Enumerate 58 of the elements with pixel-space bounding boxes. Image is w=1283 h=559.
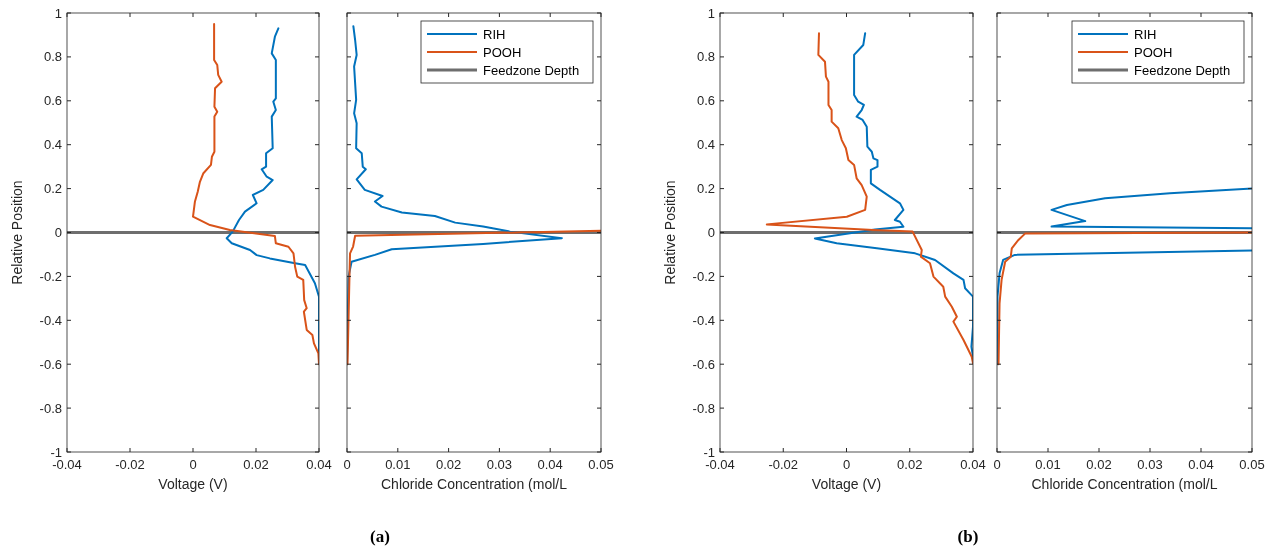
y-tick-label: -0.4 <box>692 312 715 328</box>
y-tick-label: 0.2 <box>43 181 62 197</box>
x-tick-label: 0.01 <box>1035 457 1061 472</box>
x-tick-label: 0.02 <box>1086 457 1112 472</box>
x-axis-title: Voltage (V) <box>811 476 882 492</box>
y-tick-label: -0.4 <box>39 312 62 328</box>
legend-label: POOH <box>483 44 522 60</box>
legend-label: Feedzone Depth <box>1134 62 1231 78</box>
x-tick-label: -0.04 <box>52 457 82 472</box>
y-tick-label: 0.6 <box>43 93 62 109</box>
x-tick-label: 0 <box>993 457 1001 472</box>
y-axis-title: Relative Position <box>662 180 678 285</box>
x-tick-label: 0.04 <box>537 457 563 472</box>
y-tick-label: 1 <box>54 5 62 21</box>
legend-label: POOH <box>1134 44 1173 60</box>
y-tick-label: -0.2 <box>39 268 62 284</box>
y-tick-label: -0.2 <box>692 268 715 284</box>
x-axis-title: Chloride Concentration (mol/L <box>381 476 568 492</box>
y-tick-label: -0.8 <box>692 400 715 416</box>
x-tick-label: 0.02 <box>435 457 462 472</box>
text: (b) <box>957 527 979 546</box>
text: (a) <box>370 527 390 546</box>
x-tick-label: 0.02 <box>897 457 923 472</box>
x-tick-label: 0 <box>189 457 197 472</box>
x-tick-label: 0.03 <box>1137 457 1163 472</box>
x-axis-title: Voltage (V) <box>158 476 228 492</box>
y-tick-label: 0.4 <box>43 137 62 153</box>
y-tick-label: -1 <box>50 444 62 460</box>
y-tick-label: 1 <box>707 5 715 21</box>
x-tick-label: 0.04 <box>306 457 332 472</box>
y-tick-label: -0.6 <box>39 356 62 372</box>
x-tick-label: -0.02 <box>768 457 799 472</box>
x-tick-label: 0 <box>842 457 851 472</box>
y-tick-label: -0.8 <box>39 400 62 416</box>
x-tick-label: 0.02 <box>243 457 269 472</box>
legend-label: RIH <box>483 26 506 42</box>
legend-label: RIH <box>1134 26 1157 42</box>
legend-label: Feedzone Depth <box>483 62 580 78</box>
y-tick-label: 0.2 <box>696 181 715 197</box>
y-tick-label: -0.6 <box>692 356 715 372</box>
x-tick-label: 0.03 <box>486 457 513 472</box>
y-tick-label: 0.4 <box>696 137 715 153</box>
y-tick-label: 0 <box>54 225 62 240</box>
x-tick-label: 0 <box>343 457 351 472</box>
y-axis-title: Relative Position <box>9 180 25 285</box>
x-axis-title: Chloride Concentration (mol/L <box>1031 476 1218 492</box>
y-tick-label: 0.6 <box>696 93 715 109</box>
y-tick-label: 0.8 <box>43 49 62 65</box>
y-tick-label: -1 <box>703 444 715 460</box>
y-tick-label: 0 <box>707 225 715 240</box>
y-tick-label: 0.8 <box>696 49 715 65</box>
x-tick-label: -0.04 <box>705 457 735 472</box>
x-tick-label: 0.05 <box>1239 457 1265 472</box>
x-tick-label: 0.04 <box>1188 457 1214 472</box>
x-tick-label: 0.04 <box>960 457 986 472</box>
x-tick-label: 0.01 <box>385 457 411 472</box>
x-tick-label: 0.05 <box>588 457 614 472</box>
x-tick-label: -0.02 <box>115 457 145 472</box>
